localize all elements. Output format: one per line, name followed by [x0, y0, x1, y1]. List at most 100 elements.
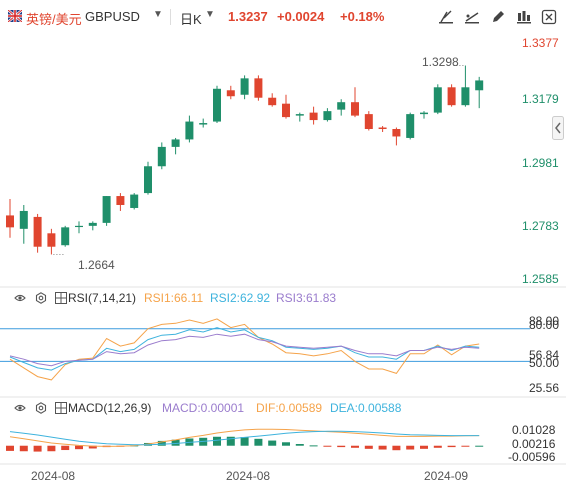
candle-body	[185, 121, 194, 140]
price-axis-tick: 1.2783	[522, 219, 559, 233]
candle-body	[157, 146, 166, 167]
candle-body	[295, 114, 304, 116]
macd-bar	[240, 437, 249, 446]
macd-bar	[19, 445, 28, 452]
scale-icon[interactable]	[464, 9, 480, 25]
candle-body	[102, 196, 111, 223]
candle-body	[378, 127, 387, 130]
macd-bar	[213, 436, 221, 446]
rsi-axis-tick: 50.00	[529, 356, 560, 370]
candle-body	[254, 78, 263, 98]
macd-bar	[351, 445, 359, 448]
price-axis-tick: 1.3179	[522, 92, 559, 106]
candle-body	[171, 139, 180, 147]
gear-icon[interactable]	[35, 402, 47, 414]
macd-bar	[323, 445, 332, 447]
candle-body	[144, 166, 152, 194]
dif-value: DIF:0.00589	[256, 401, 323, 415]
macd-bar	[88, 445, 97, 449]
macd-bar	[337, 445, 346, 448]
macd-bar	[282, 442, 290, 446]
price-change: +0.0024	[277, 9, 325, 24]
rsi-axis-tick: 25.56	[529, 381, 560, 395]
candle-body	[88, 222, 97, 226]
macd-bar	[226, 436, 235, 446]
candle-body	[461, 87, 470, 106]
candle-body	[6, 215, 14, 228]
macd-bar	[61, 445, 70, 451]
macd-bar	[461, 445, 470, 447]
candle-body	[351, 102, 359, 116]
compare-icon[interactable]	[516, 9, 532, 25]
macd-bar	[364, 445, 373, 449]
date-axis-tick: 2024-08	[226, 469, 271, 483]
macd-bar	[475, 445, 484, 447]
price-axis-tick: 1.3377	[522, 36, 559, 50]
rsi-axis-tick: 56.84	[529, 348, 560, 362]
candle-body	[447, 87, 456, 106]
eye-icon[interactable]	[14, 402, 26, 414]
macd-bar	[295, 444, 304, 446]
macd-bar	[309, 445, 318, 447]
toolbar: 英镑/美元 GBPUSD ▼ 日K ▼ 1.3237 +0.0024 +0.18…	[0, 0, 566, 34]
macd-bar	[378, 445, 387, 450]
candle-body	[337, 102, 346, 110]
candle-body	[392, 129, 401, 137]
macd-axis-tick: -0.00596	[508, 450, 556, 464]
collapse-panel-icon[interactable]	[552, 116, 564, 140]
macd-bar	[447, 445, 456, 448]
pen-icon[interactable]	[490, 9, 506, 25]
candle-body	[323, 111, 332, 121]
indicator-grid-icon[interactable]	[55, 402, 67, 414]
candle-body	[19, 210, 28, 229]
indicator-grid-icon[interactable]	[55, 292, 67, 304]
candle-body	[475, 80, 484, 91]
symbol-dropdown-icon[interactable]: ▼	[153, 9, 163, 20]
toolbar-divider	[170, 9, 171, 25]
macd-bar	[157, 440, 166, 446]
candle-body	[240, 78, 249, 95]
symbol-name[interactable]: 英镑/美元	[26, 12, 82, 27]
rsi-axis-tick: 88.00	[529, 314, 560, 328]
macd-axis-tick: 0.01028	[512, 423, 556, 437]
macd-bar	[268, 440, 277, 446]
candle-body	[61, 227, 70, 246]
macd-bar	[75, 445, 83, 450]
price-axis-tick: 1.2585	[522, 272, 559, 286]
price-axis-tick: 1.2981	[522, 156, 559, 170]
period-dropdown-icon[interactable]: ▼	[205, 9, 215, 20]
rsi1-value: RSI1:66.11	[144, 291, 204, 305]
candle-body	[309, 112, 318, 121]
draw-icon[interactable]	[438, 9, 454, 25]
macd-bar	[171, 439, 180, 446]
period-selector[interactable]: 日K	[180, 12, 202, 27]
macd-bar	[406, 445, 415, 450]
rsi1-line	[9, 318, 480, 381]
macd-bar	[254, 438, 263, 446]
dea-line	[9, 430, 480, 446]
dea-value: DEA:0.00588	[330, 401, 402, 415]
gear-icon[interactable]	[35, 292, 47, 304]
date-axis-tick: 2024-09	[424, 469, 469, 483]
candle-body	[406, 114, 415, 138]
candle-body	[268, 97, 277, 106]
macd-title[interactable]: MACD(12,26,9)	[68, 401, 152, 415]
candle-body	[116, 196, 125, 205]
symbol-code[interactable]: GBPUSD	[85, 9, 140, 24]
candle-body	[420, 112, 428, 115]
high-price-label: 1.3298	[422, 55, 459, 69]
candle-body	[226, 90, 235, 97]
macd-bar	[420, 445, 428, 449]
rsi-title[interactable]: RSI(7,14,21)	[68, 291, 137, 305]
eye-icon[interactable]	[14, 292, 26, 304]
macd-bar	[433, 445, 442, 448]
macd-bar	[33, 445, 42, 452]
settings-icon[interactable]	[541, 9, 557, 25]
date-axis-tick: 2024-08	[31, 469, 76, 483]
rsi-axis-tick: 80.00	[529, 318, 560, 332]
candle-body	[75, 225, 83, 228]
candle-body	[364, 114, 373, 130]
rsi3-value: RSI3:61.83	[276, 291, 337, 305]
